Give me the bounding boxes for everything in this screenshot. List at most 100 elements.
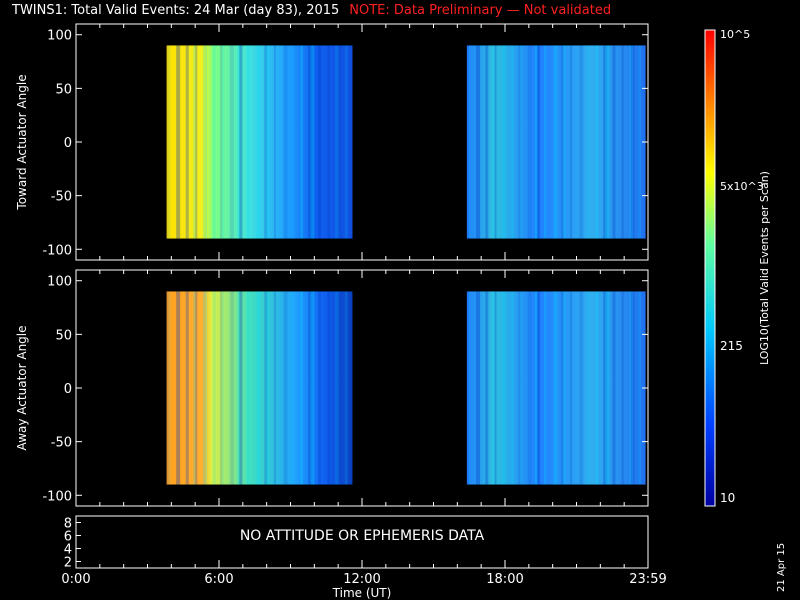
panel-0-stripe xyxy=(476,45,481,239)
panel-0-stripe xyxy=(317,45,321,239)
x-tick-label: 0:00 xyxy=(61,572,90,587)
generation-date: 21 Apr 15 xyxy=(776,542,787,592)
panel-1-stripe xyxy=(544,291,547,485)
y-tick-label: -50 xyxy=(51,436,72,451)
panel-1-stripe xyxy=(291,291,295,485)
panel-0-stripe xyxy=(193,45,196,239)
x-tick-label: 18:00 xyxy=(486,572,523,587)
panel-1-stripe xyxy=(612,291,616,485)
panel-0-stripe xyxy=(586,45,590,239)
panel-1-stripe xyxy=(595,291,598,485)
panel-0-stripe xyxy=(237,45,241,239)
panel-1-stripe xyxy=(222,291,225,485)
y-tick-label: 0 xyxy=(64,136,72,151)
panel-0-stripe xyxy=(603,45,608,239)
panel-0-stripe xyxy=(185,45,189,239)
panel-0-stripe xyxy=(501,45,506,239)
panel-1-stripe xyxy=(520,291,523,485)
panel-1-stripe xyxy=(494,291,497,485)
panel-1-stripe xyxy=(638,291,642,485)
y-tick-label: 50 xyxy=(55,82,72,97)
panel-1-stripe xyxy=(195,291,198,485)
panel-1-stripe xyxy=(220,291,223,485)
preliminary-note: NOTE: Data Preliminary — Not validated xyxy=(349,3,612,18)
panel-0-stripe xyxy=(308,45,313,239)
panel-1-stripe xyxy=(630,291,635,485)
panel-1-stripe xyxy=(308,291,313,485)
panel-0-stripe xyxy=(168,45,171,239)
panel-0-stripe xyxy=(535,45,539,239)
panel-1-stripe xyxy=(256,291,261,485)
panel-0-stripe xyxy=(621,45,624,239)
x-tick-label: 6:00 xyxy=(204,572,233,587)
panel-1-stripe xyxy=(212,291,216,485)
panel-0-stripe xyxy=(562,45,566,239)
panel-1-stripe xyxy=(193,291,196,485)
colorbar xyxy=(704,29,716,507)
panel-0-stripe xyxy=(466,45,469,239)
panel-0-stripe xyxy=(256,45,261,239)
y-tick-label: -50 xyxy=(51,190,72,205)
panel-1-stripe xyxy=(501,291,506,485)
panel-0-stripe xyxy=(494,45,497,239)
panel-1-stripe xyxy=(166,291,169,485)
panel-0-stripe xyxy=(266,45,270,239)
bottom-y-tick-label: 8 xyxy=(64,517,72,532)
panel-1-stripe xyxy=(264,291,268,485)
panel-1-stripe xyxy=(176,291,181,485)
y-tick-label: 0 xyxy=(64,382,72,397)
bottom-y-tick-label: 2 xyxy=(64,556,72,571)
panel-1-stripe xyxy=(327,291,330,485)
y-tick-label: 100 xyxy=(47,29,72,44)
panel-0-stripe xyxy=(176,45,181,239)
panel-0-stripe xyxy=(544,45,547,239)
panel-0-stripe xyxy=(527,45,532,239)
bottom-y-tick-label: 4 xyxy=(64,543,72,558)
x-tick-label: 12:00 xyxy=(343,572,380,587)
panel-1-stripe xyxy=(586,291,590,485)
panel-0-stripe xyxy=(485,45,489,239)
panel-1-stripe xyxy=(283,291,288,485)
panel-1-stripe xyxy=(273,291,276,485)
panel-1-stripe xyxy=(168,291,171,485)
panel-1-stripe xyxy=(344,291,348,485)
panel-0-stripe xyxy=(202,45,207,239)
top-ylabel: Toward Actuator Angle xyxy=(15,74,29,210)
panel-0-stripe xyxy=(310,45,315,239)
panel-1-stripe xyxy=(229,291,234,485)
panel-0-stripe xyxy=(335,45,340,239)
panel-1-stripe xyxy=(621,291,624,485)
x-axis-label: Time (UT) xyxy=(332,586,392,600)
x-tick-label: 23:59 xyxy=(629,572,666,587)
panel-0-stripe xyxy=(629,45,634,239)
panel-0-data-block-0 xyxy=(166,45,353,239)
panel-0-stripe xyxy=(273,45,276,239)
panel-1-stripe xyxy=(247,291,250,485)
panel-0-stripe xyxy=(300,45,303,239)
panel-0-stripe xyxy=(229,45,234,239)
panel-0-stripe xyxy=(511,45,515,239)
no-data-message: NO ATTITUDE OR EPHEMERIS DATA xyxy=(240,528,485,544)
panel-1-stripe xyxy=(629,291,634,485)
panel-0-stripe xyxy=(291,45,295,239)
panel-1-stripe xyxy=(605,291,610,485)
panel-0-stripe xyxy=(612,45,616,239)
panel-0-stripe xyxy=(579,45,584,239)
panel-1-stripe xyxy=(560,291,564,485)
bottom-y-tick-label: 6 xyxy=(64,530,72,545)
panel-0-stripe xyxy=(553,45,558,239)
panel-0-stripe xyxy=(638,45,642,239)
panel-0-stripe xyxy=(518,45,521,239)
chart-title: TWINS1: Total Valid Events: 24 Mar (day … xyxy=(12,3,611,18)
panel-1-stripe xyxy=(492,291,495,485)
panel-1-stripe xyxy=(335,291,340,485)
panel-0-stripe xyxy=(468,45,471,239)
colorbar-tick-10: 10 xyxy=(720,491,735,505)
panel-0-stripe xyxy=(327,45,330,239)
panel-1-stripe xyxy=(466,291,469,485)
panel-1-stripe xyxy=(468,291,471,485)
panel-1-stripe xyxy=(266,291,270,485)
panel-0-stripe xyxy=(536,45,540,239)
panel-0-stripe xyxy=(492,45,495,239)
panel-0-stripe xyxy=(560,45,564,239)
